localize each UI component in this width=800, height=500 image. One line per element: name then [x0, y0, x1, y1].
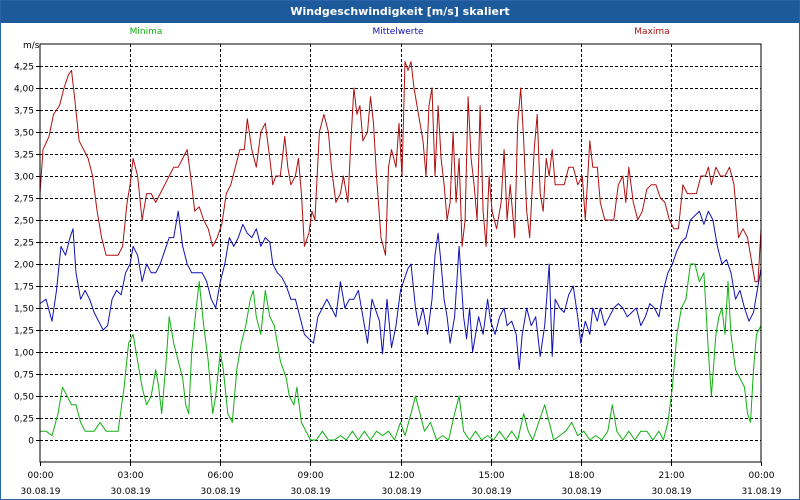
x-tick-time-label: 12:00 [389, 471, 415, 481]
y-tick-label: 2,75 [14, 195, 34, 205]
y-tick-label: 0,75 [14, 371, 34, 381]
x-tick-time-label: 09:00 [298, 471, 324, 481]
wind-speed-chart: 0 0,25 0,50 0,75 1,00 1,25 1,50 1,75 2,00 2,25 2,5… [14, 27, 782, 497]
y-tick-label: 2,50 [14, 217, 34, 227]
x-tick-date-label: 30.08.19 [381, 487, 421, 497]
x-tick-date-label: 30.08.19 [290, 487, 330, 497]
x-tick-time-label: 21:00 [659, 471, 685, 481]
y-tick-label: 3,00 [14, 173, 34, 183]
x-tick-time-label: 00:00 [28, 471, 54, 481]
legend: Minima Mittelwerte Maxima [130, 27, 670, 37]
x-tick-date-label: 30.08.19 [20, 487, 60, 497]
x-tick-time-label: 06:00 [208, 471, 234, 481]
series-lines [39, 61, 762, 441]
y-tick-label: 4,25 [14, 63, 34, 73]
y-tick-label: 2,25 [14, 239, 34, 249]
y-tick-label: 4,00 [14, 85, 34, 95]
window-title: Windgeschwindigkeit [m/s] skaliert [1, 1, 799, 23]
axes: 0 0,25 0,50 0,75 1,00 1,25 1,50 1,75 2,00 2,25 2,5… [14, 41, 782, 497]
y-tick-label: 0,25 [14, 415, 34, 425]
legend-maxima: Maxima [634, 27, 669, 37]
x-tick-date-label: 30.08.19 [651, 487, 691, 497]
y-tick-label: 0 [28, 437, 34, 447]
x-tick-date-label: 30.08.19 [561, 487, 601, 497]
x-tick-date-label: 31.08.19 [741, 487, 781, 497]
y-tick-label: 1,00 [14, 349, 34, 359]
y-tick-label: 2,00 [14, 261, 34, 271]
legend-mittelwerte: Mittelwerte [372, 27, 423, 37]
y-tick-label: 1,75 [14, 283, 34, 293]
y-tick-label: 0,50 [14, 393, 34, 403]
y-tick-label: 3,50 [14, 129, 34, 139]
y-tick-label: 1,25 [14, 327, 34, 337]
plot-area-frame [39, 43, 762, 463]
y-tick-label: 1,50 [14, 305, 34, 315]
series-line-mittelwerte [39, 210, 762, 371]
x-tick-date-label: 30.08.19 [471, 487, 511, 497]
legend-minima: Minima [130, 27, 163, 37]
x-tick-date-label: 30.08.19 [200, 487, 240, 497]
x-tick-time-label: 00:00 [749, 471, 775, 481]
y-tick-label: 3,25 [14, 151, 34, 161]
series-line-minima [40, 263, 762, 441]
x-tick-date-label: 30.08.19 [110, 487, 150, 497]
x-tick-time-label: 18:00 [569, 471, 595, 481]
x-tick-time-label: 15:00 [479, 471, 505, 481]
series-line-maxima [39, 61, 762, 283]
y-tick-label: 3,75 [14, 107, 34, 117]
x-tick-time-label: 03:00 [118, 471, 144, 481]
grid [40, 44, 761, 462]
y-axis-label: m/s [23, 41, 40, 51]
